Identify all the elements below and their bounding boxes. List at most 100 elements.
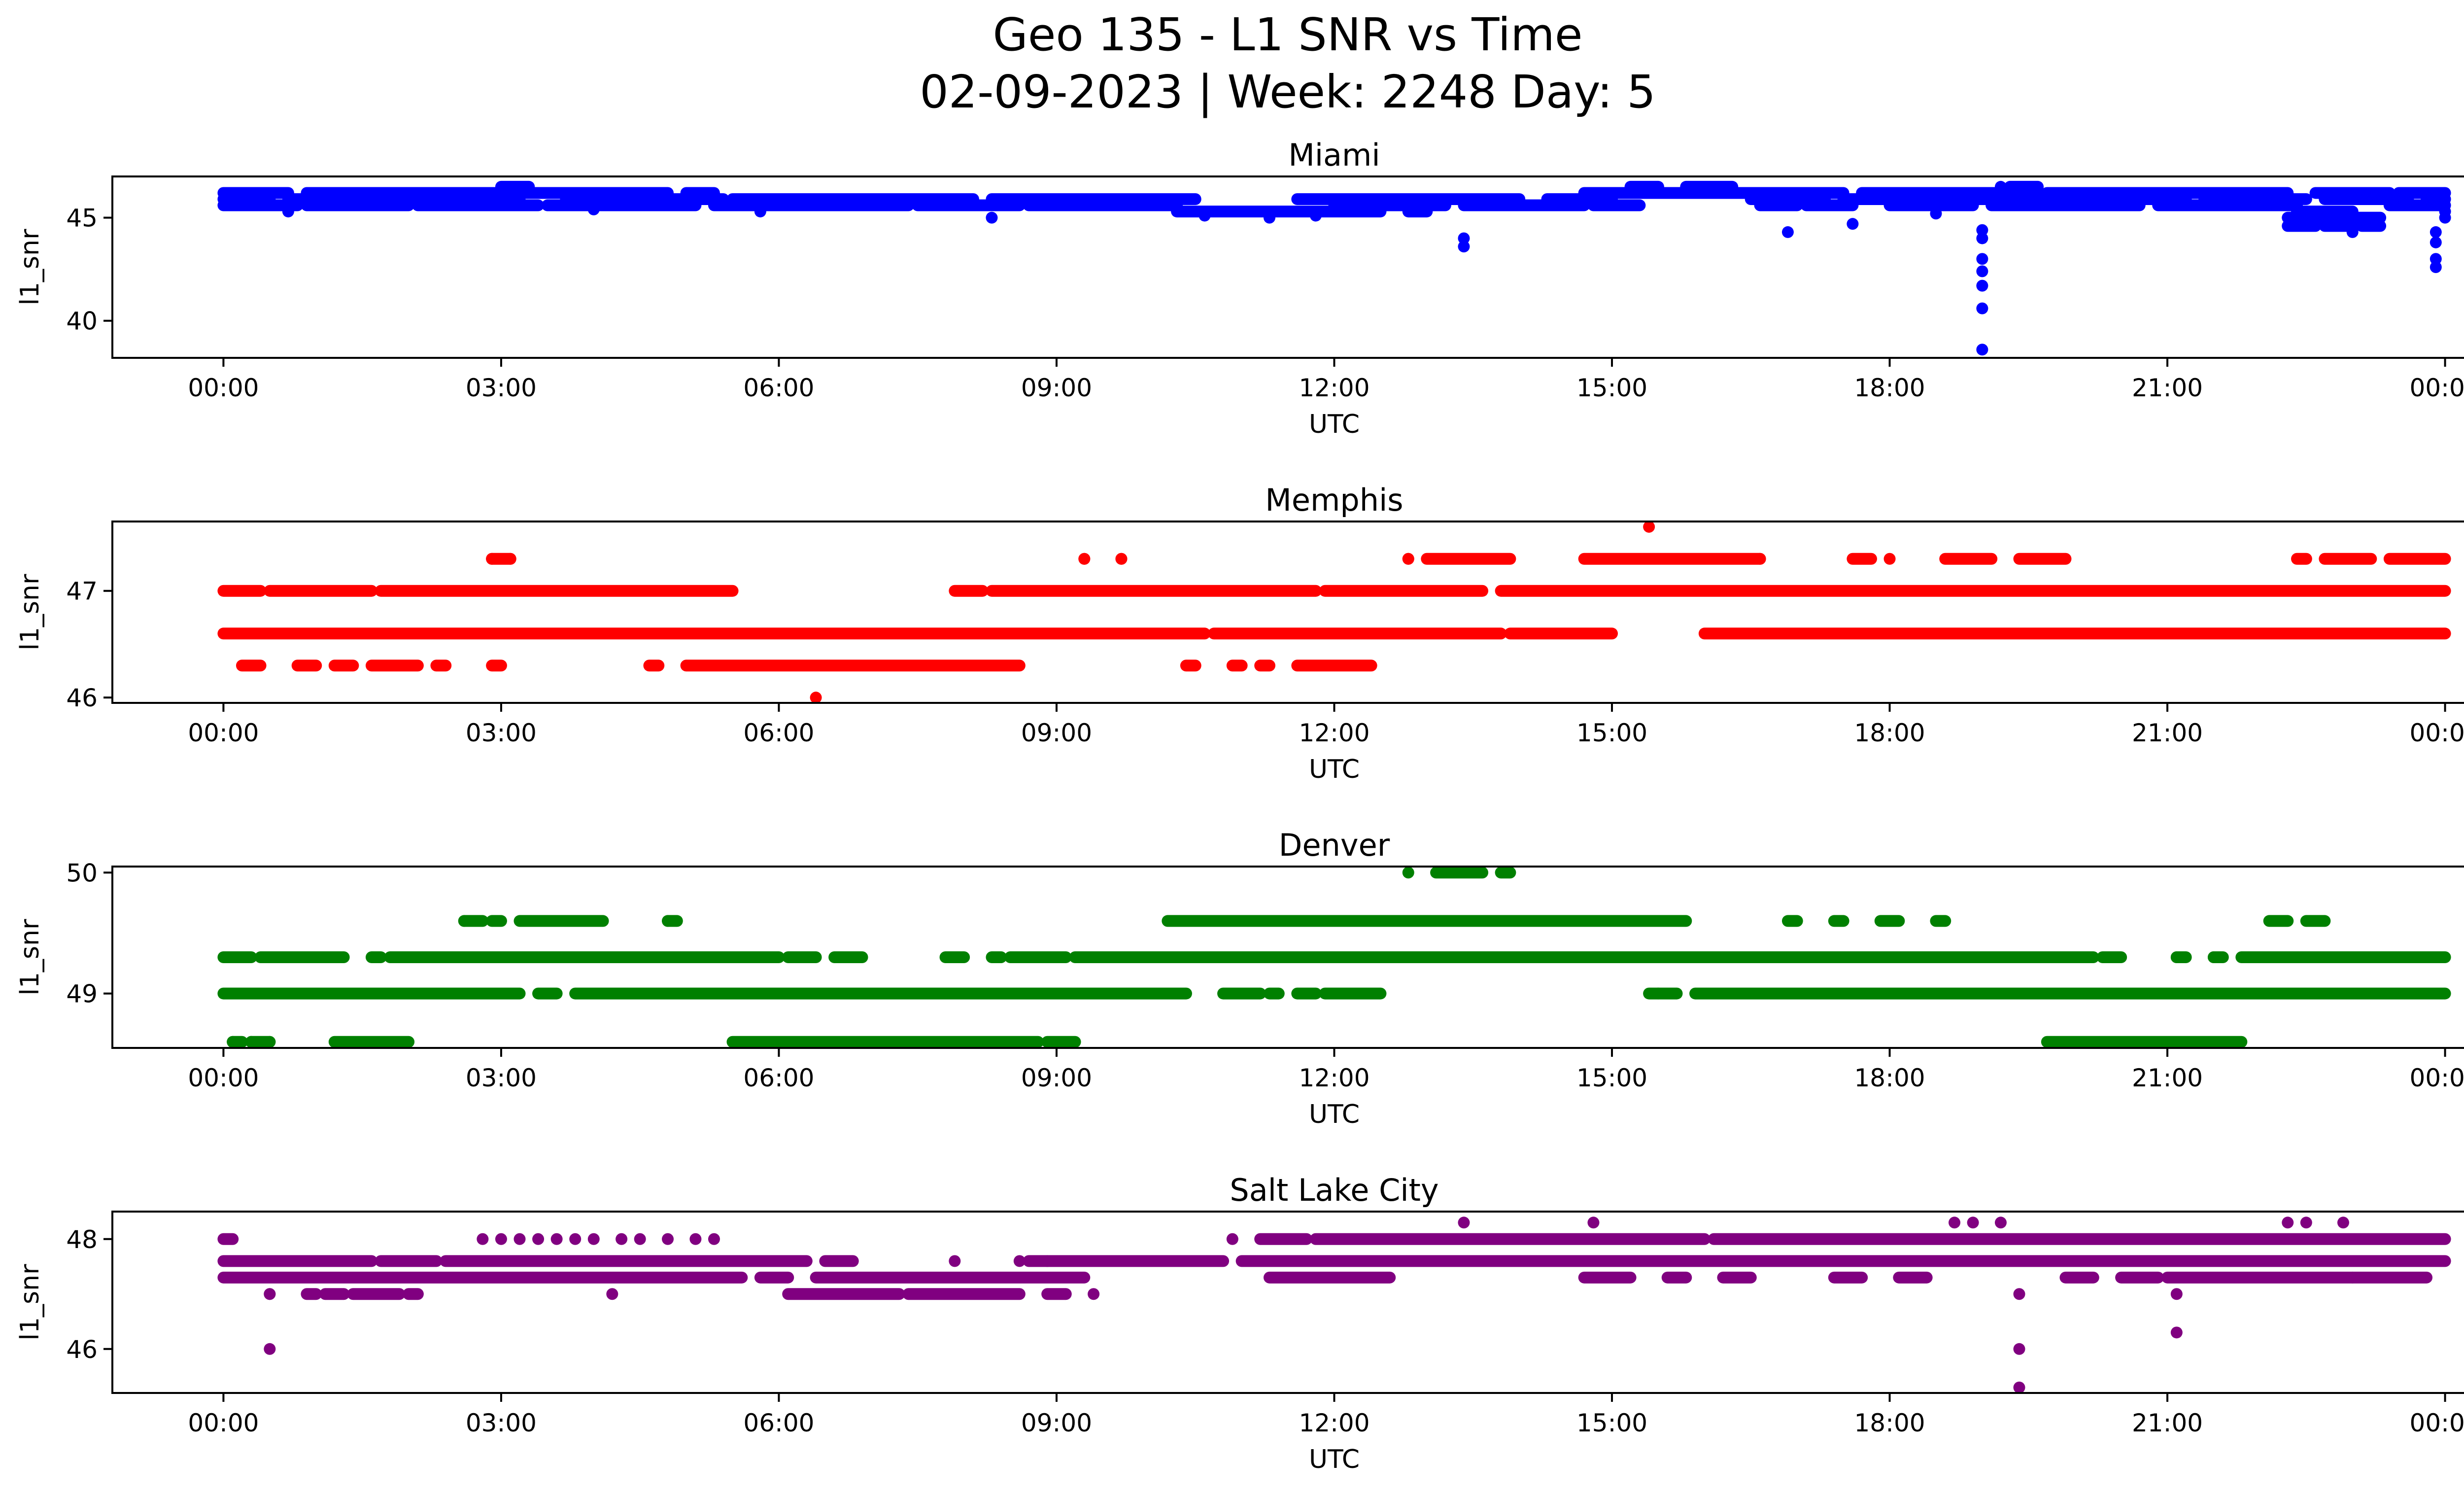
data-point-run <box>1689 987 2451 1000</box>
x-tick-label: 00:00 <box>188 719 259 747</box>
data-point <box>2170 1326 2183 1339</box>
data-point-run <box>754 1271 794 1284</box>
data-point <box>2337 1217 2349 1229</box>
data-point-run <box>217 1233 239 1245</box>
x-tick-label: 03:00 <box>466 1064 537 1092</box>
data-point-run <box>1162 915 1692 927</box>
data-point-run <box>328 660 359 672</box>
y-axis-label: l1_snr <box>15 919 45 996</box>
data-point-run <box>1939 553 1998 565</box>
data-point <box>1994 180 2007 193</box>
y-tick-label: 47 <box>66 577 98 606</box>
data-point-run <box>1717 1271 1757 1284</box>
data-point-run <box>726 1036 1044 1048</box>
data-point-run <box>1041 1255 1230 1267</box>
data-point <box>634 1233 646 1245</box>
data-point-run <box>486 915 507 927</box>
data-point-run <box>680 660 1026 672</box>
data-point-run <box>1264 987 1285 1000</box>
data-point <box>513 1233 526 1245</box>
x-tick-label: 06:00 <box>743 1064 814 1092</box>
data-point-run <box>495 180 535 193</box>
data-point <box>495 1233 507 1245</box>
data-point <box>587 203 600 215</box>
data-point <box>264 1343 276 1355</box>
data-point-run <box>2041 1036 2248 1048</box>
data-point-run <box>2346 1271 2433 1284</box>
x-axis-label: UTC <box>1309 410 1360 439</box>
data-point <box>2430 261 2442 273</box>
x-tick-label: 03:00 <box>466 1409 537 1437</box>
x-tick-label: 00:00 <box>188 1064 259 1092</box>
data-point-run <box>2309 187 2396 199</box>
data-point-run <box>569 987 1192 1000</box>
data-point <box>1587 1217 1600 1229</box>
y-tick-label: 50 <box>66 859 98 887</box>
data-point-run <box>2300 915 2331 927</box>
data-point <box>2207 951 2220 963</box>
data-point-run <box>986 585 1322 597</box>
data-point <box>264 1288 276 1300</box>
data-point-run <box>2235 951 2451 963</box>
data-point <box>458 915 470 927</box>
data-point <box>504 553 516 565</box>
scatter-series <box>217 867 2451 1048</box>
data-point <box>616 1233 628 1245</box>
data-point-run <box>513 915 609 927</box>
data-point-run <box>1680 180 1739 193</box>
x-axis-label: UTC <box>1309 1100 1360 1129</box>
data-point <box>1402 867 1414 879</box>
x-tick-label: 21:00 <box>2132 374 2203 402</box>
data-point <box>1976 265 1988 278</box>
data-point-run <box>643 660 665 672</box>
data-point-run <box>2096 951 2127 963</box>
data-point-run <box>2041 187 2294 199</box>
data-point-run <box>375 1255 443 1267</box>
data-point <box>754 206 766 218</box>
data-point <box>1781 226 1794 238</box>
data-point-run <box>1402 206 1433 218</box>
x-tick-label: 12:00 <box>1299 1064 1369 1092</box>
data-point <box>1458 241 1470 253</box>
data-point-run <box>291 660 322 672</box>
data-point <box>1976 302 1988 314</box>
x-tick-label: 18:00 <box>1854 719 1925 747</box>
data-point <box>1198 209 1211 222</box>
data-point-run <box>532 987 563 1000</box>
x-tick-label: 15:00 <box>1576 374 1647 402</box>
data-point-run <box>217 951 257 963</box>
data-point-run <box>365 660 424 672</box>
data-point <box>264 1036 276 1048</box>
x-tick-label: 12:00 <box>1299 374 1369 402</box>
data-point-run <box>1291 660 1377 672</box>
y-axis-label: l1_snr <box>15 1264 45 1341</box>
data-point-run <box>1828 915 1849 927</box>
data-point <box>606 1288 618 1300</box>
figure-title-line2: 02-09-2023 | Week: 2248 Day: 5 <box>920 66 1656 118</box>
data-point-run <box>1578 1271 1637 1284</box>
x-axis-label: UTC <box>1309 1445 1360 1474</box>
x-tick-label: 00:00 <box>188 374 259 402</box>
data-point-run <box>1309 1233 1711 1245</box>
panel-title: Denver <box>1279 827 1390 863</box>
data-point-run <box>319 1288 350 1300</box>
data-point-run <box>1708 1233 2451 1245</box>
data-point <box>1976 344 1988 356</box>
data-point-run <box>1254 660 1276 672</box>
panel-title: Memphis <box>1265 482 1403 518</box>
panel-denver: Denver 00:00 03:00 06:00 09:00 12:00 15:00 18:0… <box>15 827 2464 1129</box>
panel-miami: Miami 00:00 03:00 06:00 09:00 12:00 15:00 18:00… <box>15 137 2464 439</box>
data-point <box>1976 279 1988 292</box>
x-tick-label: 00:00 <box>2410 1064 2464 1092</box>
data-point-run <box>384 951 785 963</box>
y-tick-label: 48 <box>66 1225 98 1254</box>
data-point <box>1994 1217 2007 1229</box>
x-tick-label: 12:00 <box>1299 1409 1369 1437</box>
x-tick-label: 21:00 <box>2132 1064 2203 1092</box>
x-tick-label: 09:00 <box>1021 1064 1092 1092</box>
x-tick-label: 15:00 <box>1576 1064 1647 1092</box>
data-point <box>1949 1217 1961 1229</box>
data-point-run <box>2383 553 2451 565</box>
data-point-run <box>1421 553 1516 565</box>
